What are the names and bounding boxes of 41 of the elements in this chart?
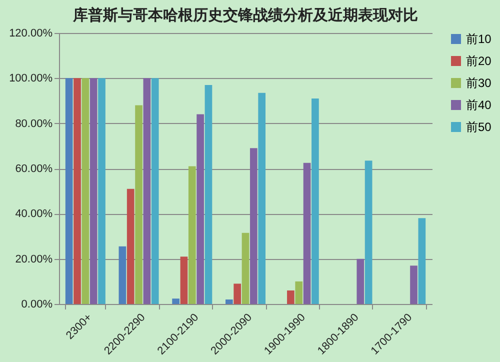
bar — [312, 98, 319, 304]
bar — [258, 92, 266, 304]
bar — [196, 114, 204, 304]
bar — [204, 84, 212, 304]
bar — [234, 284, 242, 304]
bar — [126, 188, 134, 304]
bar — [287, 290, 294, 304]
legend-label: 前20 — [466, 54, 492, 68]
bar — [180, 256, 188, 304]
legend-label: 前10 — [466, 32, 492, 46]
bar — [250, 148, 258, 304]
bar — [151, 78, 159, 304]
y-tick-label: 20.00% — [15, 253, 53, 266]
bar — [242, 232, 250, 304]
y-tick-label: 0.00% — [21, 298, 53, 310]
y-tick-label: 40.00% — [15, 208, 53, 220]
bar — [418, 218, 426, 304]
bar — [410, 266, 418, 304]
bar — [356, 258, 364, 304]
bar — [118, 246, 126, 304]
y-tick-label: 100.00% — [9, 72, 53, 85]
bar — [364, 160, 372, 304]
legend-label: 前40 — [466, 98, 492, 112]
y-tick-label: 60.00% — [15, 163, 53, 175]
bar — [303, 162, 311, 304]
bar — [90, 78, 98, 304]
bar — [225, 299, 233, 304]
legend-label: 前30 — [466, 76, 492, 90]
chart-title: 库普斯与哥本哈根历史交锋战绩分析及近期表现对比 — [72, 6, 418, 24]
bar — [82, 78, 90, 304]
bar — [74, 78, 81, 304]
bar — [65, 78, 73, 304]
bar — [188, 166, 196, 304]
bar — [98, 78, 106, 304]
bar — [172, 298, 180, 304]
y-tick-label: 120.00% — [9, 28, 53, 40]
y-tick-label: 80.00% — [15, 118, 53, 130]
bar — [143, 78, 151, 304]
bar — [295, 281, 303, 304]
legend-label: 前50 — [466, 120, 492, 134]
bar — [135, 105, 142, 304]
